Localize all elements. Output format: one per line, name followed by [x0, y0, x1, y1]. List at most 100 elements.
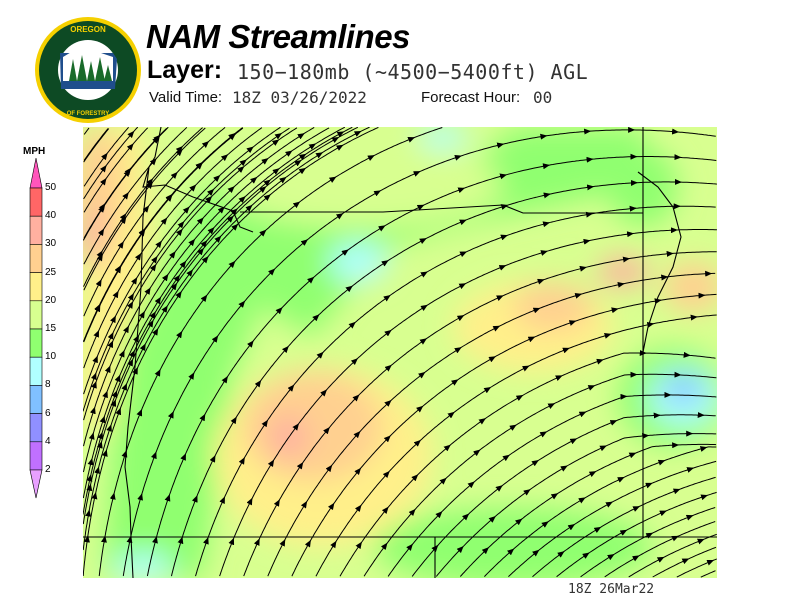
streamline [291, 293, 717, 577]
streamline-arrow [298, 153, 307, 161]
streamline-arrow [149, 311, 156, 319]
streamline-arrow [354, 467, 362, 476]
streamline-arrow [128, 350, 135, 358]
streamline [83, 127, 167, 239]
streamline-arrow [170, 282, 178, 291]
streamline-arrow [279, 539, 286, 547]
streamline-arrow [419, 238, 427, 245]
streamline-arrow [316, 351, 324, 359]
streamline-arrow [483, 386, 492, 394]
streamline-arrow [219, 496, 225, 505]
streamline-arrow [147, 319, 154, 328]
streamline-arrow [381, 506, 389, 514]
streamline-arrow [378, 225, 386, 232]
streamline-arrow [457, 187, 466, 194]
streamline-arrow [539, 431, 548, 438]
streamline [604, 521, 716, 578]
streamline [556, 491, 717, 578]
streamline-arrow [435, 511, 443, 519]
streamline-arrow [383, 435, 391, 443]
streamline [243, 251, 717, 577]
streamline-arrow [323, 426, 330, 435]
streamline-arrow [500, 204, 509, 210]
streamline-arrow [154, 369, 161, 377]
streamline-arrow [177, 221, 185, 229]
streamline-arrow [407, 137, 416, 143]
streamline-arrow [562, 347, 570, 354]
streamline-arrow [367, 155, 375, 161]
streamline-arrow [238, 457, 245, 465]
streamline-arrow [454, 155, 462, 161]
footer-timestamp: 18Z 26Mar22 [568, 582, 655, 597]
streamline-arrow [568, 320, 577, 326]
streamline-arrow [119, 213, 127, 221]
streamline-arrow [88, 432, 95, 440]
legend-tick-label: 8 [45, 379, 51, 391]
streamline-arrow [126, 143, 134, 151]
streamline-arrow [458, 283, 467, 290]
streamline-arrow [146, 181, 153, 189]
streamline-arrow [245, 204, 253, 212]
streamline-arrow [94, 304, 101, 313]
streamline-arrow [271, 139, 280, 146]
streamline-arrow [699, 446, 708, 452]
streamline-arrow [700, 494, 709, 501]
streamline-arrow [213, 175, 221, 182]
streamline-arrow [609, 420, 618, 426]
streamline-arrow [275, 307, 283, 315]
legend-bin [29, 187, 43, 217]
streamline [459, 443, 717, 577]
streamline-arrow [420, 271, 428, 278]
streamline-arrow [416, 204, 425, 211]
streamline-arrow [587, 385, 596, 391]
streamline-arrow [136, 408, 143, 417]
streamline-arrow [230, 208, 238, 216]
streamline-arrow [124, 167, 132, 176]
color-legend [29, 157, 43, 499]
streamline-arrow [418, 371, 426, 379]
streamline-arrow [578, 497, 586, 504]
streamline-arrow [176, 330, 183, 339]
streamline-arrow [203, 537, 209, 545]
streamline-arrow [467, 481, 475, 489]
streamline-arrow [267, 459, 275, 468]
streamline-arrow [209, 455, 216, 463]
streamline [83, 127, 298, 421]
streamline-arrow [180, 453, 186, 461]
streamline-arrow [98, 203, 106, 211]
streamline-arrow [214, 235, 222, 243]
streamline-arrow [384, 329, 392, 337]
streamline-arrow [605, 501, 613, 508]
streamline-arrow [413, 439, 421, 447]
streamline-arrow [155, 240, 162, 249]
streamline-arrow [578, 411, 587, 418]
valid-time-label: Valid Time: [149, 89, 223, 106]
streamline-arrow [307, 276, 315, 284]
streamline [83, 127, 243, 342]
streamline-arrow [107, 340, 114, 349]
streamline-arrow [297, 133, 305, 140]
streamline-arrow [383, 294, 391, 302]
streamline-arrow [263, 179, 271, 187]
streamline-arrow [300, 239, 309, 246]
streamline-arrow [498, 265, 507, 271]
streamline-arrow [268, 268, 276, 276]
legend-bin [29, 328, 43, 358]
streamline-arrow [138, 311, 145, 319]
streamline-arrow [285, 150, 293, 157]
streamline-arrow [97, 228, 105, 237]
streamline-arrow [506, 548, 515, 556]
streamline [435, 433, 717, 577]
streamline-arrow [122, 192, 129, 200]
streamline-arrow [628, 452, 637, 459]
streamline-arrow [696, 538, 705, 545]
legend-tick-label: 6 [45, 407, 51, 419]
streamline-arrow [593, 526, 602, 534]
streamline-arrow [139, 343, 146, 352]
streamline-arrow [298, 167, 307, 175]
streamline-arrow [413, 171, 421, 177]
streamline-arrow [151, 451, 157, 460]
streamline-arrow [160, 217, 168, 225]
streamline-arrow [532, 307, 541, 314]
streamline-arrow [239, 159, 247, 167]
